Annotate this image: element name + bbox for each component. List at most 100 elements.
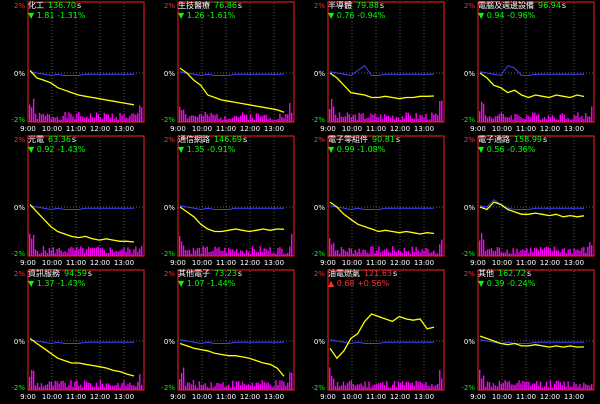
sector-chart-panel[interactable]: 9:00 10:00 11:00 12:00 13:00 2% 0% -2% 光電 63.36s ▼…: [0, 134, 150, 268]
sector-chart-panel[interactable]: 9:00 10:00 11:00 12:00 13:00 2% 0% -2% 其他 162.72s…: [450, 268, 600, 402]
volume-bar: [516, 383, 518, 390]
volume-bar: [89, 113, 92, 122]
volume-bar: [66, 117, 68, 122]
volume-bar: [86, 116, 88, 122]
y-tick-label: -2%: [11, 250, 25, 258]
volume-bar: [48, 114, 51, 122]
x-tick-label: 12:00: [540, 393, 560, 401]
volume-bar: [545, 381, 548, 390]
volume-bar: [356, 119, 358, 122]
y-tick-label: -2%: [461, 384, 475, 392]
volume-bar: [382, 382, 384, 390]
y-tick-label: -2%: [161, 384, 175, 392]
sector-change: ▼ 1.35 -0.91%: [178, 145, 235, 155]
change-value: 0.56: [486, 145, 505, 154]
volume-bar: [206, 246, 208, 256]
sector-title: 資訊服務 94.59s: [28, 269, 92, 279]
sector-chart-panel[interactable]: 9:00 10:00 11:00 12:00 13:00 2% 0% -2% 其他電子 73.23…: [150, 268, 300, 402]
volume-bar: [368, 381, 370, 390]
volume-bar: [441, 100, 443, 122]
volume-bar: [103, 250, 106, 256]
volume-bar: [342, 381, 345, 390]
volume-bar: [36, 250, 39, 256]
sector-chart-panel[interactable]: 9:00 10:00 11:00 12:00 13:00 2% 0% -2% 電子通路 158.9…: [450, 134, 600, 268]
x-tick-label: 12:00: [240, 125, 260, 133]
volume-bar: [577, 112, 579, 122]
volume-bar: [376, 117, 378, 122]
sector-title: 電腦及週邊設備 96.94s: [478, 1, 566, 11]
y-tick-label: 2%: [464, 270, 475, 278]
volume-bar: [212, 114, 214, 122]
sector-change: ▼ 1.81 -1.31%: [28, 11, 85, 21]
volume-bar: [80, 384, 82, 390]
x-tick-label: 11:00: [66, 393, 86, 401]
x-tick-label: 10:00: [42, 125, 62, 133]
sector-chart-panel[interactable]: 9:00 10:00 11:00 12:00 13:00 2% 0% -2% 化工 136.70s…: [0, 0, 150, 134]
volume-bar: [364, 381, 366, 390]
volume-bar: [591, 245, 593, 256]
volume-bar: [241, 112, 244, 122]
volume-bar: [184, 114, 187, 122]
sector-chart-panel[interactable]: 9:00 10:00 11:00 12:00 13:00 2% 0% -2% 油電燃氣 121.6…: [300, 268, 450, 402]
x-tick-label: 9:00: [320, 125, 336, 133]
volume-bar: [279, 247, 281, 256]
volume-bar: [40, 252, 43, 256]
volume-bar: [553, 246, 556, 256]
volume-bar: [206, 114, 208, 122]
volume-bar: [524, 118, 526, 122]
sector-chart-panel[interactable]: 9:00 10:00 11:00 12:00 13:00 2% 0% -2% 電腦及週邊設備 96…: [450, 0, 600, 134]
sector-chart-panel[interactable]: 9:00 10:00 11:00 12:00 13:00 2% 0% -2% 半導體 79.88s…: [300, 0, 450, 134]
x-tick-label: 10:00: [342, 259, 362, 267]
volume-bar: [82, 247, 84, 256]
volume-bar: [575, 384, 577, 390]
volume-bar: [180, 110, 183, 122]
volume-bar: [259, 116, 261, 122]
volume-bar: [559, 114, 561, 122]
volume-bar: [518, 252, 520, 256]
x-tick-label: 9:00: [470, 393, 486, 401]
volume-bar: [384, 249, 386, 256]
volume-bar: [360, 383, 362, 390]
x-tick-label: 13:00: [564, 259, 584, 267]
volume-bar: [179, 235, 181, 256]
volume-bar: [399, 382, 402, 390]
volume-bar: [234, 115, 236, 122]
x-tick-label: 11:00: [516, 125, 536, 133]
sector-chart-panel[interactable]: 9:00 10:00 11:00 12:00 13:00 2% 0% -2% 生技醫療 76.86…: [150, 0, 300, 134]
volume-bar: [532, 383, 534, 390]
volume-bar: [425, 113, 427, 122]
x-tick-label: 9:00: [470, 259, 486, 267]
volume-bar: [224, 116, 226, 122]
volume-bar: [234, 251, 236, 256]
volume-bar: [261, 380, 263, 390]
volume-bar: [338, 253, 341, 256]
volume-bar: [267, 119, 269, 122]
volume-bar: [374, 384, 376, 390]
volume-bar: [504, 252, 506, 256]
volume-bar: [208, 116, 210, 122]
volume-bar: [571, 119, 573, 122]
volume-bar: [498, 247, 501, 256]
sector-price: 90.81: [372, 135, 395, 144]
volume-bar: [508, 380, 510, 390]
volume-bar: [433, 386, 435, 390]
volume-bar: [133, 385, 135, 390]
sector-chart-panel[interactable]: 9:00 10:00 11:00 12:00 13:00 2% 0% -2% 資訊服務 94.59…: [0, 268, 150, 402]
volume-bar: [439, 101, 441, 122]
unit-label: s: [527, 269, 532, 278]
sector-chart-panel[interactable]: 9:00 10:00 11:00 12:00 13:00 2% 0% -2% 通信網路 146.6…: [150, 134, 300, 268]
volume-bar: [228, 247, 230, 256]
volume-bar: [413, 385, 415, 390]
volume-bar: [29, 104, 31, 122]
volume-bar: [368, 253, 370, 256]
volume-bar: [237, 117, 240, 122]
volume-bar: [439, 370, 441, 390]
volume-bar: [62, 252, 64, 256]
volume-bar: [376, 383, 378, 390]
volume-bar: [62, 115, 64, 122]
volume-bar: [44, 250, 47, 256]
volume-bar: [393, 250, 396, 256]
volume-bar: [506, 381, 508, 390]
sector-chart-panel[interactable]: 9:00 10:00 11:00 12:00 13:00 2% 0% -2% 電子零組件 90.8…: [300, 134, 450, 268]
volume-bar: [435, 113, 437, 122]
